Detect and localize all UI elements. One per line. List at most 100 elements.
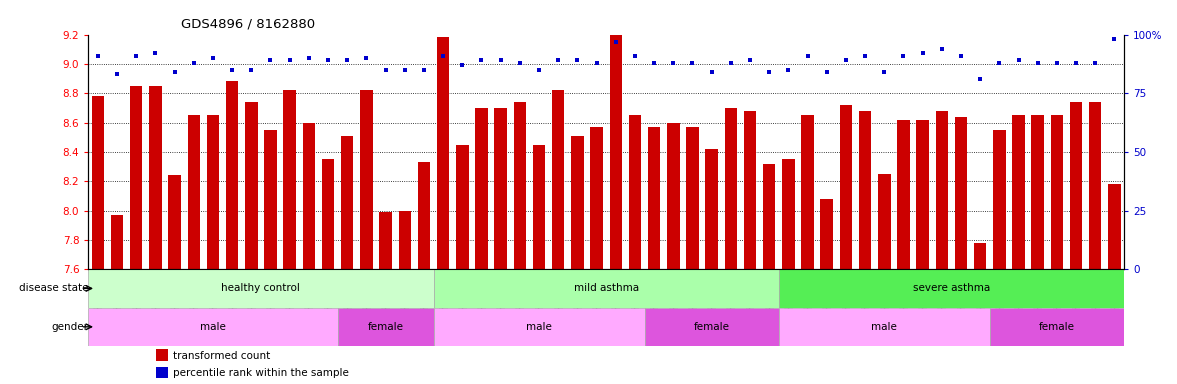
Point [606, 38, 625, 45]
Point [760, 69, 779, 75]
Bar [533, 144, 545, 269]
Bar [955, 117, 967, 269]
Bar [647, 127, 660, 269]
Bar [129, 86, 142, 269]
Bar [839, 105, 852, 269]
Point [798, 53, 817, 59]
Point [357, 55, 375, 61]
Point [319, 57, 338, 63]
Text: severe asthma: severe asthma [913, 283, 990, 293]
Bar [437, 38, 450, 269]
Point [1048, 60, 1066, 66]
Bar [149, 86, 161, 269]
Text: mild asthma: mild asthma [573, 283, 639, 293]
Bar [973, 243, 986, 269]
Bar [859, 111, 871, 269]
Text: female: female [367, 322, 404, 332]
Point [1029, 60, 1048, 66]
Bar [341, 136, 353, 269]
Point [683, 60, 701, 66]
Bar [820, 199, 833, 269]
Text: disease state: disease state [19, 283, 88, 293]
Point [932, 46, 951, 52]
Point [625, 53, 644, 59]
Point [837, 57, 856, 63]
Point [414, 67, 433, 73]
Bar [1051, 115, 1063, 269]
Point [1086, 60, 1105, 66]
Point [472, 57, 491, 63]
Point [971, 76, 990, 82]
Point [817, 69, 836, 75]
Point [951, 53, 970, 59]
Text: healthy control: healthy control [221, 283, 300, 293]
Text: male: male [200, 322, 226, 332]
Bar [92, 96, 104, 269]
Bar [1109, 184, 1121, 269]
Point [779, 67, 798, 73]
Bar [725, 108, 737, 269]
Bar [399, 210, 411, 269]
Point [165, 69, 184, 75]
Bar [284, 90, 295, 269]
Bar [571, 136, 584, 269]
Point [875, 69, 893, 75]
Bar [1012, 115, 1025, 269]
Point [261, 57, 280, 63]
Point [185, 60, 204, 66]
Bar [418, 162, 430, 269]
Point [1066, 60, 1085, 66]
Text: GDS4896 / 8162880: GDS4896 / 8162880 [181, 17, 315, 30]
Point [146, 50, 165, 56]
Bar [990, 308, 1124, 346]
Text: male: male [871, 322, 897, 332]
Point [127, 53, 146, 59]
Bar [1089, 102, 1102, 269]
Point [548, 57, 567, 63]
Bar [88, 269, 433, 308]
Bar [552, 90, 565, 269]
Bar [168, 175, 181, 269]
Bar [513, 102, 526, 269]
Text: transformed count: transformed count [173, 351, 271, 361]
Point [222, 67, 241, 73]
Text: gender: gender [52, 322, 88, 332]
Bar [433, 308, 645, 346]
Point [511, 60, 530, 66]
Bar [245, 102, 258, 269]
Bar [207, 115, 219, 269]
Point [107, 71, 126, 78]
Bar [360, 90, 373, 269]
Text: female: female [693, 322, 730, 332]
Bar [591, 127, 603, 269]
Bar [667, 122, 679, 269]
Bar [629, 115, 641, 269]
Bar [763, 164, 776, 269]
Point [913, 50, 932, 56]
Bar [433, 269, 779, 308]
Text: female: female [1039, 322, 1075, 332]
Bar [779, 269, 1124, 308]
Bar [744, 111, 757, 269]
Bar [379, 212, 392, 269]
Bar [155, 366, 168, 379]
Bar [917, 120, 929, 269]
Point [338, 57, 357, 63]
Point [204, 55, 222, 61]
Bar [686, 127, 699, 269]
Point [1009, 57, 1028, 63]
Point [990, 60, 1009, 66]
Point [587, 60, 606, 66]
Bar [226, 81, 239, 269]
Point [242, 67, 261, 73]
Text: male: male [526, 322, 552, 332]
Bar [476, 108, 487, 269]
Bar [1031, 115, 1044, 269]
Bar [878, 174, 891, 269]
Bar [802, 115, 813, 269]
Bar [783, 159, 794, 269]
Point [856, 53, 875, 59]
Bar [936, 111, 947, 269]
Bar [265, 130, 277, 269]
Bar [155, 349, 168, 361]
